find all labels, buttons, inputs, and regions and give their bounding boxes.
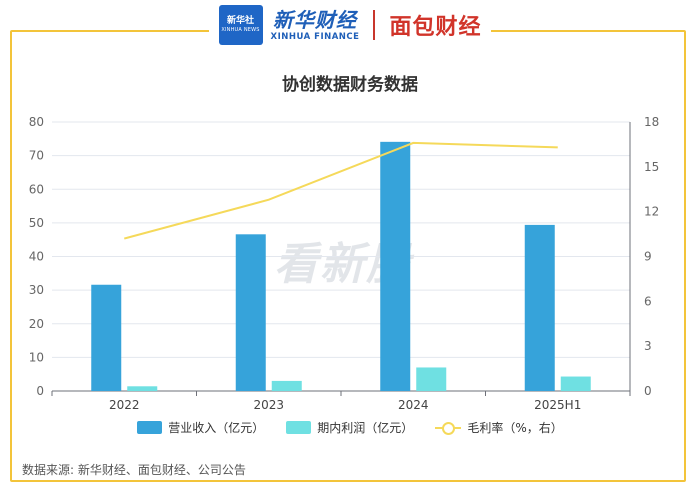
header-logos: 新华社 XINHUA NEWS 新华财经 XINHUA FINANCE 面包财经	[208, 1, 492, 49]
y-left-tick-label: 70	[29, 149, 44, 163]
legend-label-profit: 期内利润（亿元）	[317, 421, 414, 435]
legend-item-profit[interactable]: 期内利润（亿元）	[286, 419, 413, 436]
xinhua-logo-text: 新华社	[227, 16, 255, 26]
revenue-bar	[524, 224, 555, 391]
y-left-tick-label: 30	[29, 283, 44, 297]
y-left-tick-label: 80	[29, 115, 44, 129]
revenue-bar	[91, 284, 122, 391]
y-left-tick-label: 20	[29, 317, 44, 331]
revenue-bar	[380, 141, 411, 391]
y-right-tick-label: 18	[644, 115, 659, 129]
legend-item-revenue[interactable]: 营业收入（亿元）	[137, 419, 264, 436]
revenue-bar	[235, 234, 266, 391]
legend-swatch-profit	[286, 421, 312, 434]
y-right-tick-label: 3	[644, 339, 652, 353]
brand-divider	[373, 10, 376, 40]
y-left-tick-label: 50	[29, 216, 44, 230]
source-note: 数据来源: 新华财经、面包财经、公司公告	[22, 463, 246, 477]
margin-line	[123, 141, 558, 240]
y-left-tick-label: 60	[29, 182, 44, 196]
y-right-tick-label: 9	[644, 250, 652, 264]
legend: 营业收入（亿元） 期内利润（亿元） 毛利率（%，右）	[0, 419, 700, 436]
y-left-tick-label: 0	[36, 384, 44, 398]
y-right-tick-label: 15	[644, 160, 659, 174]
y-right-tick-label: 12	[644, 205, 659, 219]
x-tick-label: 2023	[253, 398, 284, 412]
legend-label-margin: 毛利率（%，右）	[467, 421, 563, 435]
profit-bar	[127, 386, 158, 391]
xinhua-logo: 新华社 XINHUA NEWS	[218, 5, 263, 45]
x-tick-label: 2024	[398, 398, 429, 412]
legend-swatch-margin	[435, 421, 462, 435]
header: 新华社 XINHUA NEWS 新华财经 XINHUA FINANCE 面包财经	[0, 0, 700, 50]
mianbao-brand: 面包财经	[389, 15, 482, 40]
chart-title: 协创数据财务数据	[282, 75, 418, 95]
xinhua-finance-cn: 新华财经	[272, 8, 357, 32]
y-left-tick-label: 10	[29, 350, 44, 364]
y-left-tick-label: 40	[29, 250, 44, 264]
legend-swatch-revenue	[137, 421, 163, 434]
profit-bar	[271, 380, 302, 391]
xinhua-logo-subtext: XINHUA NEWS	[221, 27, 260, 33]
x-tick-label: 2022	[109, 398, 140, 412]
legend-label-revenue: 营业收入（亿元）	[168, 421, 265, 435]
y-right-tick-label: 6	[644, 294, 652, 308]
profit-bar	[416, 367, 447, 391]
legend-item-margin[interactable]: 毛利率（%，右）	[435, 419, 563, 436]
profit-bar	[560, 376, 591, 391]
x-tick-label: 2025H1	[534, 398, 581, 412]
xinhua-finance-en: XINHUA FINANCE	[270, 32, 360, 42]
xinhua-finance-brand: 新华财经 XINHUA FINANCE	[271, 8, 360, 42]
y-right-tick-label: 0	[644, 384, 652, 398]
